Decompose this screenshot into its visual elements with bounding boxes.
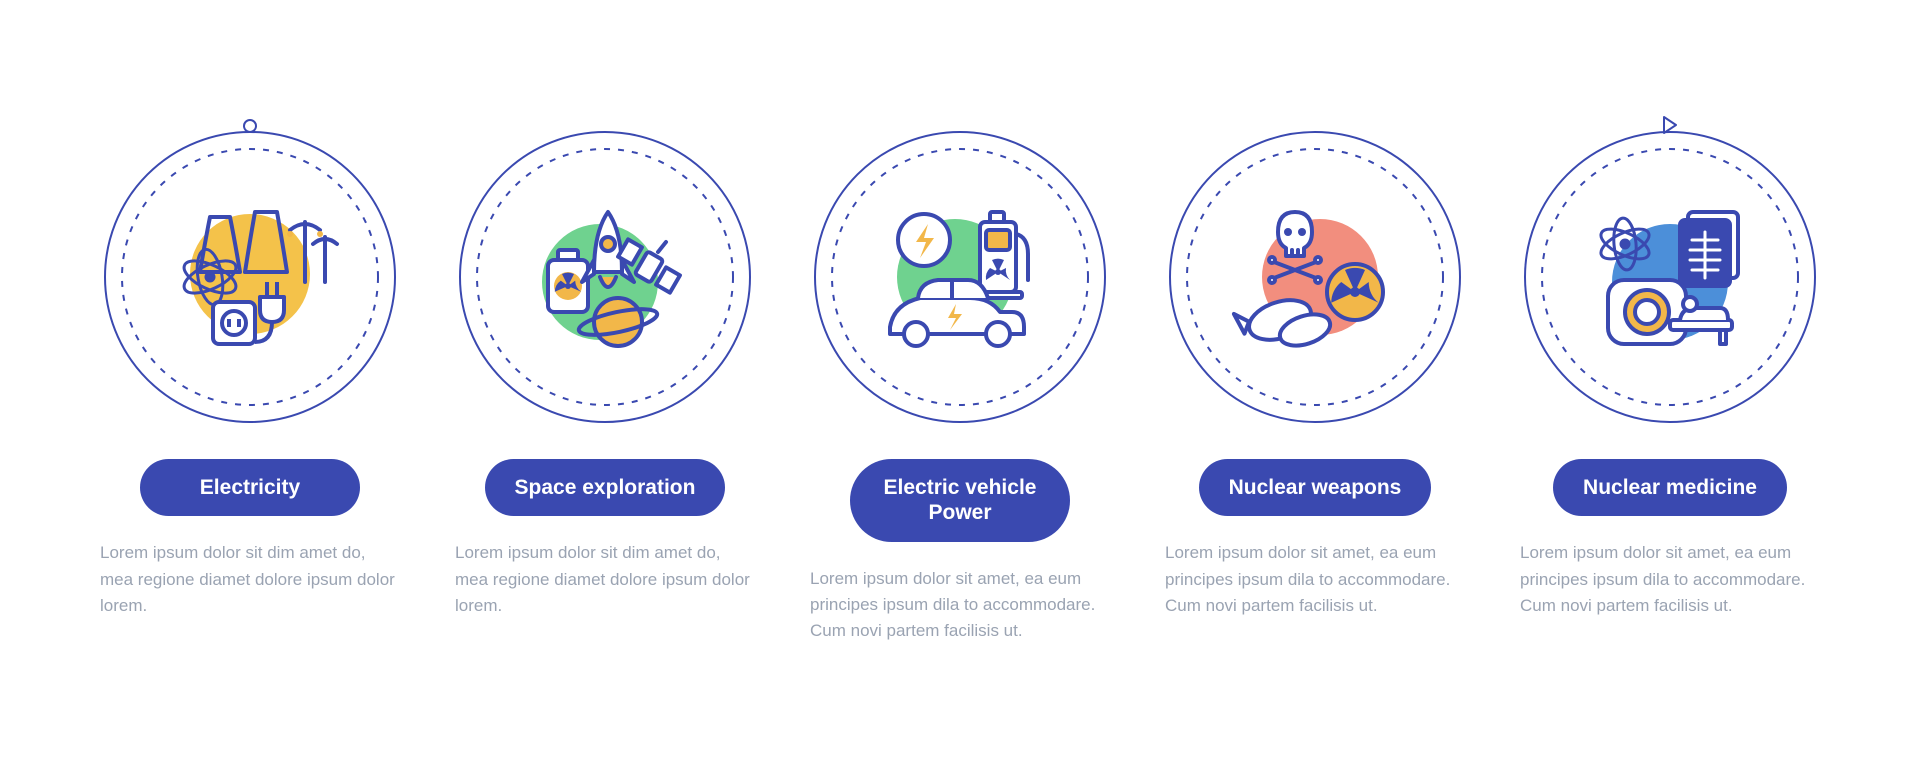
- play-arrow-icon: [1660, 115, 1680, 140]
- infographic-item: Nuclear weapons Lorem ipsum dolor sit am…: [1160, 127, 1470, 644]
- infographic-item: Electricity Lorem ipsum dolor sit dim am…: [95, 127, 405, 644]
- space-exploration-icon: [455, 127, 755, 427]
- item-label-pill: Nuclear medicine: [1553, 459, 1787, 516]
- start-dot-icon: [243, 119, 257, 133]
- circle-frame: [810, 127, 1110, 427]
- item-description: Lorem ipsum dolor sit amet, ea eum princ…: [1165, 540, 1465, 619]
- item-label-pill: Nuclear weapons: [1199, 459, 1432, 516]
- electric-vehicle-icon: [810, 127, 1110, 427]
- nuclear-weapons-icon: [1165, 127, 1465, 427]
- item-label-pill: Electric vehicle Power: [850, 459, 1070, 541]
- circle-frame: [1520, 127, 1820, 427]
- infographic-row: Electricity Lorem ipsum dolor sit dim am…: [35, 87, 1885, 684]
- item-description: Lorem ipsum dolor sit dim amet do, mea r…: [455, 540, 755, 619]
- infographic-item: Nuclear medicine Lorem ipsum dolor sit a…: [1515, 127, 1825, 644]
- electricity-icon: [100, 127, 400, 427]
- circle-frame: [100, 127, 400, 427]
- circle-frame: [1165, 127, 1465, 427]
- item-description: Lorem ipsum dolor sit amet, ea eum princ…: [1520, 540, 1820, 619]
- item-description: Lorem ipsum dolor sit dim amet do, mea r…: [100, 540, 400, 619]
- nuclear-medicine-icon: [1520, 127, 1820, 427]
- item-description: Lorem ipsum dolor sit amet, ea eum princ…: [810, 566, 1110, 645]
- item-label-pill: Space exploration: [485, 459, 726, 516]
- item-label-pill: Electricity: [140, 459, 360, 516]
- infographic-item: Electric vehicle Power Lorem ipsum dolor…: [805, 127, 1115, 644]
- circle-frame: [455, 127, 755, 427]
- infographic-item: Space exploration Lorem ipsum dolor sit …: [450, 127, 760, 644]
